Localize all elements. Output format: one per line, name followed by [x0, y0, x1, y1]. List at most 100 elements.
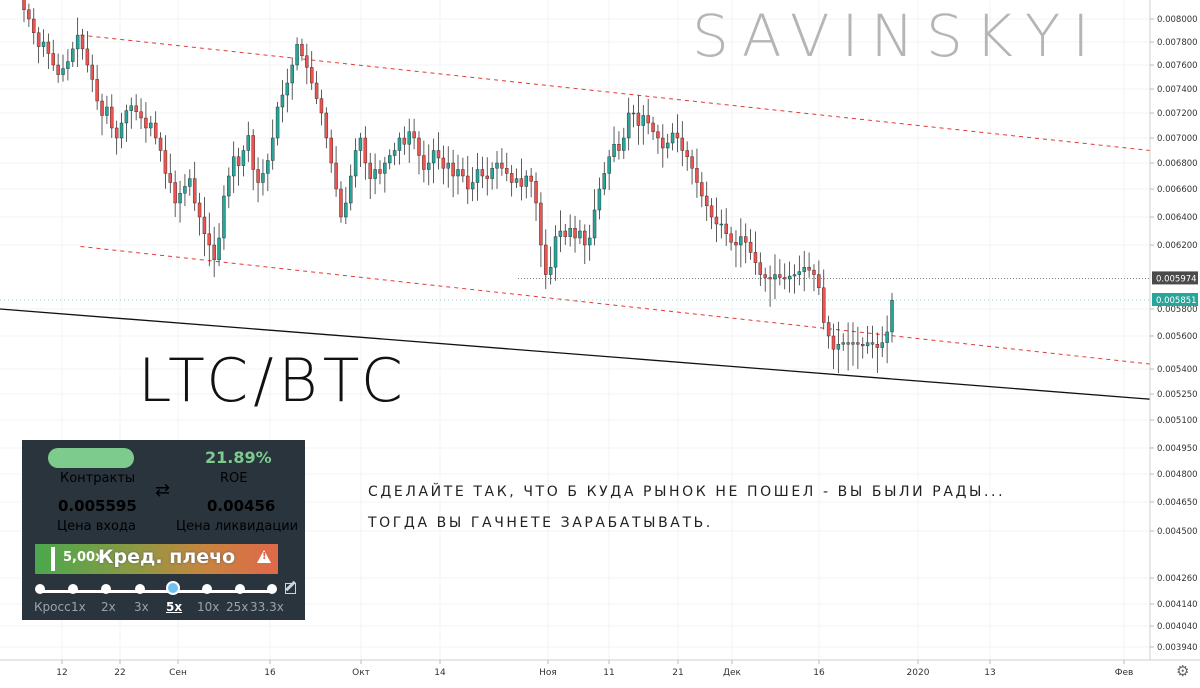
candle-body — [451, 162, 455, 177]
candle-body — [563, 230, 567, 237]
leverage-step-dot[interactable] — [202, 584, 212, 594]
candle-body — [319, 98, 324, 114]
x-tick-label: Окт — [352, 668, 370, 678]
candle-body — [168, 173, 173, 183]
leverage-bar[interactable]: 5,00x Кред. плечо ! — [35, 544, 278, 574]
candle-body — [573, 227, 577, 239]
candle-body — [622, 137, 626, 151]
candle-body — [631, 112, 636, 115]
candle-body — [685, 150, 689, 157]
reference-price-tag — [1152, 271, 1198, 285]
candle-body — [270, 137, 275, 161]
leverage-step-dot[interactable] — [166, 581, 180, 595]
candle-body — [719, 223, 724, 226]
y-tick-label: 0.004140 — [1157, 600, 1198, 610]
swap-arrows-icon[interactable]: ⇄ — [155, 480, 171, 501]
candle-body — [534, 180, 538, 204]
candle-body — [831, 335, 836, 350]
leverage-step-dot[interactable] — [235, 584, 245, 594]
candle-body — [870, 342, 875, 345]
candle-body — [753, 252, 758, 263]
x-tick-label: 13 — [984, 668, 995, 678]
candle-body — [651, 122, 655, 132]
candle-body — [466, 175, 470, 190]
x-tick-label: Фев — [1115, 668, 1134, 678]
candle-body — [856, 342, 860, 345]
candle-body — [305, 55, 309, 68]
y-tick-label: 0.006600 — [1157, 185, 1198, 195]
current-price-tag — [1152, 293, 1198, 306]
candle-body — [192, 178, 197, 204]
candle-body — [207, 233, 212, 246]
candle-body — [412, 131, 416, 139]
gear-icon[interactable]: ⚙ — [1176, 662, 1190, 680]
leverage-option-5x[interactable]: 5x — [166, 600, 183, 614]
leverage-step-dot[interactable] — [267, 584, 277, 594]
edit-icon[interactable] — [285, 583, 296, 594]
entry-value: 0.005595 — [58, 497, 137, 515]
x-tick-label: 21 — [672, 668, 683, 678]
leverage-step-dot[interactable] — [68, 584, 78, 594]
leverage-option-333x[interactable]: 33.3x — [250, 600, 284, 614]
contracts-label: Контракты — [60, 471, 136, 486]
candle-body — [548, 266, 553, 275]
candle-body — [309, 67, 314, 84]
candle-body — [578, 230, 582, 239]
x-tick-label: 14 — [434, 668, 446, 678]
leverage-option-2x[interactable]: 2x — [101, 600, 116, 614]
y-tick-label: 0.006800 — [1157, 159, 1198, 169]
leverage-option-10x[interactable]: 10x — [197, 600, 220, 614]
candle-body — [363, 137, 368, 164]
leverage-option-25x[interactable]: 25x — [226, 600, 249, 614]
candle-body — [100, 100, 104, 116]
y-tick-label: 0.004260 — [1157, 574, 1198, 584]
candle-body — [422, 155, 426, 170]
candle-body — [417, 137, 421, 156]
candle-body — [529, 175, 533, 182]
y-tick-label: 0.005600 — [1157, 332, 1198, 342]
candle-body — [431, 150, 436, 164]
y-tick-label: 0.005800 — [1157, 305, 1198, 315]
candle-body — [90, 64, 94, 80]
leverage-step-dot[interactable] — [101, 584, 111, 594]
candle-body — [388, 155, 392, 164]
leverage-step-dot[interactable] — [135, 584, 145, 594]
candle-body — [709, 205, 714, 218]
caption-line-1: СДЕЛАЙТЕ ТАК, ЧТО Б КУДА РЫНОК НЕ ПОШЕЛ … — [368, 484, 1006, 500]
candle-body — [607, 156, 611, 174]
y-tick-label: 0.004040 — [1157, 622, 1198, 632]
leverage-slider[interactable] — [37, 590, 275, 593]
candle-body — [797, 271, 802, 275]
candle-body — [514, 178, 519, 183]
candle-body — [110, 106, 114, 129]
candle-body — [704, 195, 709, 207]
leverage-option-3x[interactable]: 3x — [134, 600, 149, 614]
candle-body — [817, 274, 821, 289]
candle-body — [241, 150, 246, 166]
leverage-step-dot[interactable] — [35, 584, 45, 594]
candle-body — [41, 41, 46, 47]
candle-body — [670, 132, 675, 144]
watermark: SAVINSKYI — [692, 2, 1102, 70]
candle-body — [266, 160, 270, 174]
contracts-bar — [48, 448, 134, 468]
candle-body — [734, 241, 738, 246]
candle-body — [71, 48, 75, 62]
candle-body — [295, 44, 299, 66]
lower-channel — [80, 245, 1151, 365]
candle-body — [885, 331, 889, 343]
candle-body — [773, 274, 777, 280]
candle-body — [597, 188, 602, 211]
leverage-option-[interactable]: Кросс — [34, 600, 71, 614]
leverage-option-1x[interactable]: 1x — [71, 600, 86, 614]
candle-body — [495, 162, 499, 169]
candle-body — [680, 137, 685, 151]
x-tick-label: Дек — [723, 668, 742, 678]
candle-body — [475, 169, 480, 183]
candle-body — [427, 162, 431, 170]
candle-body — [329, 137, 333, 164]
candle-body — [66, 61, 70, 69]
candle-body — [714, 216, 719, 225]
candle-body — [339, 188, 343, 218]
